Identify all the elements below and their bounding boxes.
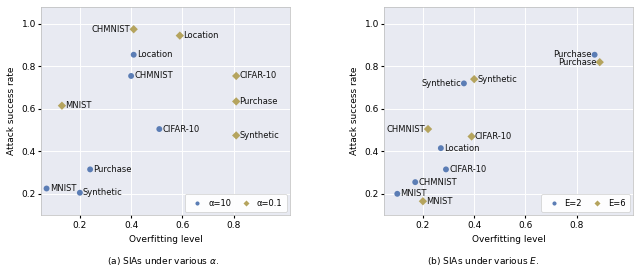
Text: MNIST: MNIST <box>426 197 452 206</box>
Point <box>129 53 139 57</box>
Text: Synthetic: Synthetic <box>239 131 279 140</box>
X-axis label: Overfitting level: Overfitting level <box>129 235 203 244</box>
Text: Purchase: Purchase <box>553 50 591 59</box>
Text: CIFAR-10: CIFAR-10 <box>475 132 512 141</box>
Legend: α=10, α=0.1: α=10, α=0.1 <box>185 194 287 212</box>
Text: MNIST: MNIST <box>65 101 92 110</box>
Point <box>231 74 241 78</box>
Y-axis label: Attack success rate: Attack success rate <box>350 67 359 155</box>
Text: CIFAR-10: CIFAR-10 <box>449 165 486 174</box>
Text: Location: Location <box>137 50 172 59</box>
Text: Purchase: Purchase <box>239 97 278 106</box>
Text: Location: Location <box>444 144 479 153</box>
Text: (b) SIAs under various $E$.: (b) SIAs under various $E$. <box>427 255 540 267</box>
Point <box>175 33 185 38</box>
Text: Purchase: Purchase <box>93 165 132 174</box>
Point <box>441 167 451 171</box>
Point <box>154 127 164 131</box>
Point <box>595 60 605 64</box>
Text: Purchase: Purchase <box>558 58 596 67</box>
Point <box>392 192 403 196</box>
Point <box>42 186 52 191</box>
Text: Synthetic: Synthetic <box>83 188 123 197</box>
Legend: E=2, E=6: E=2, E=6 <box>541 194 630 212</box>
Point <box>459 81 469 86</box>
Point <box>423 127 433 131</box>
Point <box>129 27 139 31</box>
Text: MNIST: MNIST <box>50 184 76 193</box>
Point <box>469 77 479 81</box>
Point <box>85 167 95 171</box>
Point <box>126 74 136 78</box>
Text: (a) SIAs under various $\alpha$.: (a) SIAs under various $\alpha$. <box>107 255 220 267</box>
Point <box>57 103 67 108</box>
Point <box>410 180 420 184</box>
Point <box>589 53 600 57</box>
Y-axis label: Attack success rate: Attack success rate <box>7 67 16 155</box>
Point <box>75 191 85 195</box>
Text: CHMNIST: CHMNIST <box>92 25 131 34</box>
Text: CHMNIST: CHMNIST <box>419 178 457 187</box>
Text: Location: Location <box>183 31 218 40</box>
Text: Synthetic: Synthetic <box>477 75 517 84</box>
Text: CHMNIST: CHMNIST <box>387 124 425 134</box>
Point <box>436 146 446 150</box>
Text: CIFAR-10: CIFAR-10 <box>163 124 200 134</box>
Point <box>231 133 241 138</box>
Text: Synthetic: Synthetic <box>421 79 461 88</box>
Point <box>467 134 477 139</box>
Text: MNIST: MNIST <box>401 189 427 198</box>
Point <box>418 199 428 203</box>
Text: CIFAR-10: CIFAR-10 <box>239 72 276 80</box>
Point <box>231 99 241 104</box>
X-axis label: Overfitting level: Overfitting level <box>472 235 546 244</box>
Text: CHMNIST: CHMNIST <box>134 72 173 80</box>
